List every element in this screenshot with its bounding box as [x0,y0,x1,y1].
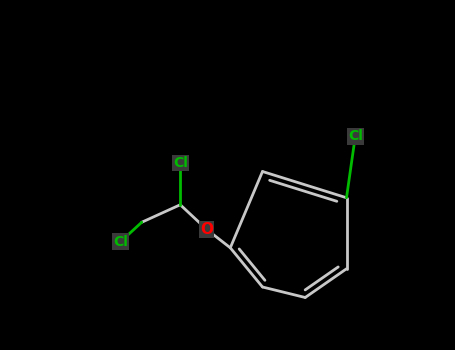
Text: Cl: Cl [173,156,187,170]
Text: Cl: Cl [113,234,128,248]
Text: O: O [200,222,213,237]
Text: Cl: Cl [348,130,363,144]
